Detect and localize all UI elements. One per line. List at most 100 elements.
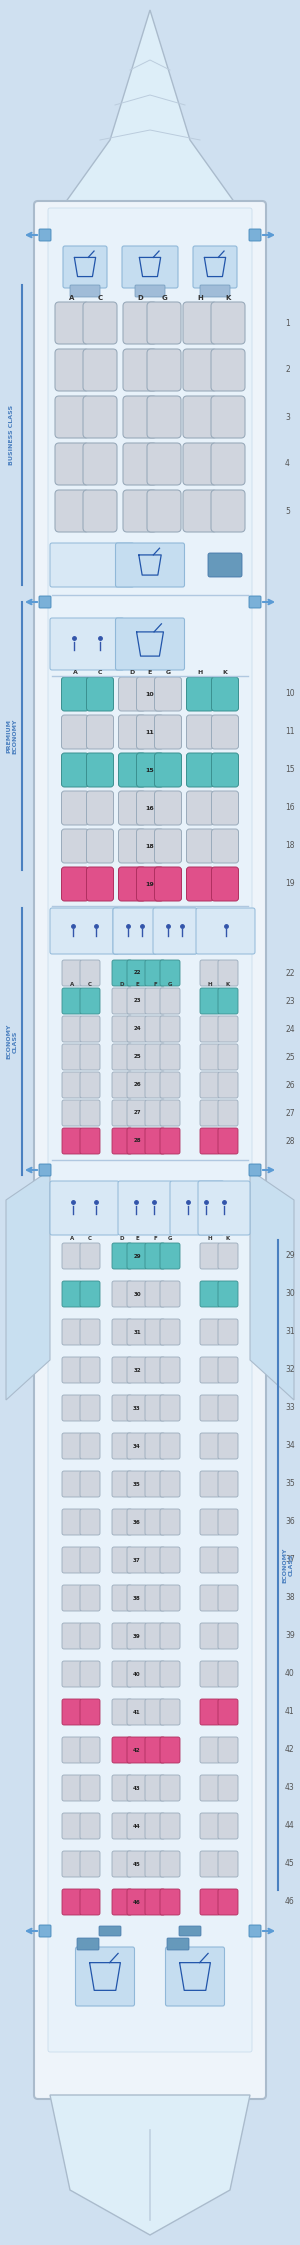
FancyBboxPatch shape [147, 348, 181, 391]
FancyBboxPatch shape [249, 229, 261, 240]
FancyBboxPatch shape [154, 714, 182, 750]
Text: 27: 27 [285, 1109, 295, 1118]
FancyBboxPatch shape [127, 1585, 147, 1612]
FancyBboxPatch shape [61, 790, 88, 824]
FancyBboxPatch shape [211, 395, 245, 438]
Text: 38: 38 [133, 1596, 141, 1601]
FancyBboxPatch shape [62, 1356, 82, 1383]
FancyBboxPatch shape [80, 1699, 100, 1724]
Text: 19: 19 [146, 882, 154, 887]
FancyBboxPatch shape [112, 1432, 132, 1459]
FancyBboxPatch shape [218, 988, 238, 1015]
FancyBboxPatch shape [160, 1244, 180, 1268]
FancyBboxPatch shape [76, 1946, 134, 2007]
FancyBboxPatch shape [212, 714, 239, 750]
FancyBboxPatch shape [112, 1888, 132, 1915]
Text: 32: 32 [133, 1367, 141, 1372]
FancyBboxPatch shape [112, 961, 132, 986]
FancyBboxPatch shape [112, 1509, 132, 1536]
FancyBboxPatch shape [160, 1432, 180, 1459]
FancyBboxPatch shape [123, 489, 157, 532]
FancyBboxPatch shape [112, 1814, 132, 1839]
FancyBboxPatch shape [83, 395, 117, 438]
FancyBboxPatch shape [145, 1699, 165, 1724]
FancyBboxPatch shape [112, 1699, 132, 1724]
Text: 39: 39 [285, 1632, 295, 1641]
FancyBboxPatch shape [55, 348, 89, 391]
FancyBboxPatch shape [112, 1282, 132, 1307]
FancyBboxPatch shape [62, 1244, 82, 1268]
FancyBboxPatch shape [200, 1776, 220, 1800]
Text: 36: 36 [285, 1518, 295, 1527]
FancyBboxPatch shape [198, 1181, 250, 1235]
FancyBboxPatch shape [77, 1937, 99, 1951]
FancyBboxPatch shape [208, 552, 242, 577]
Text: G: G [168, 1237, 172, 1241]
FancyBboxPatch shape [136, 714, 164, 750]
FancyBboxPatch shape [86, 714, 113, 750]
Text: 35: 35 [285, 1479, 295, 1488]
FancyBboxPatch shape [160, 1547, 180, 1574]
FancyBboxPatch shape [80, 1547, 100, 1574]
FancyBboxPatch shape [212, 790, 239, 824]
FancyBboxPatch shape [218, 1320, 238, 1345]
FancyBboxPatch shape [200, 1044, 220, 1071]
FancyBboxPatch shape [86, 678, 113, 712]
FancyBboxPatch shape [112, 1356, 132, 1383]
FancyBboxPatch shape [154, 867, 182, 900]
FancyBboxPatch shape [212, 828, 239, 862]
FancyBboxPatch shape [160, 1073, 180, 1098]
FancyBboxPatch shape [80, 1776, 100, 1800]
FancyBboxPatch shape [112, 1585, 132, 1612]
Text: 2: 2 [285, 366, 290, 375]
FancyBboxPatch shape [160, 961, 180, 986]
FancyBboxPatch shape [116, 543, 184, 586]
FancyBboxPatch shape [145, 1432, 165, 1459]
FancyBboxPatch shape [145, 1776, 165, 1800]
Text: 46: 46 [133, 1899, 141, 1904]
FancyBboxPatch shape [62, 1814, 82, 1839]
FancyBboxPatch shape [154, 828, 182, 862]
FancyBboxPatch shape [160, 1100, 180, 1127]
FancyBboxPatch shape [83, 489, 117, 532]
FancyBboxPatch shape [218, 1661, 238, 1686]
Text: G: G [165, 669, 171, 674]
FancyBboxPatch shape [80, 1585, 100, 1612]
Text: 18: 18 [285, 842, 295, 851]
FancyBboxPatch shape [160, 1127, 180, 1154]
FancyBboxPatch shape [154, 752, 182, 788]
FancyBboxPatch shape [218, 1623, 238, 1650]
Text: 10: 10 [285, 689, 295, 698]
FancyBboxPatch shape [218, 1044, 238, 1071]
FancyBboxPatch shape [218, 1017, 238, 1042]
Polygon shape [6, 1170, 50, 1401]
Text: 33: 33 [285, 1403, 295, 1412]
FancyBboxPatch shape [86, 790, 113, 824]
FancyBboxPatch shape [200, 1356, 220, 1383]
Text: 11: 11 [285, 727, 295, 736]
FancyBboxPatch shape [112, 1100, 132, 1127]
Polygon shape [60, 9, 240, 211]
FancyBboxPatch shape [218, 1127, 238, 1154]
Text: D: D [120, 1237, 124, 1241]
FancyBboxPatch shape [86, 752, 113, 788]
FancyBboxPatch shape [55, 442, 89, 485]
FancyBboxPatch shape [167, 1937, 189, 1951]
FancyBboxPatch shape [127, 1661, 147, 1686]
FancyBboxPatch shape [61, 714, 88, 750]
FancyBboxPatch shape [39, 595, 51, 608]
FancyBboxPatch shape [200, 1470, 220, 1497]
Text: A: A [69, 294, 75, 301]
Text: 35: 35 [133, 1482, 141, 1486]
FancyBboxPatch shape [200, 1432, 220, 1459]
FancyBboxPatch shape [80, 1509, 100, 1536]
FancyBboxPatch shape [218, 1100, 238, 1127]
FancyBboxPatch shape [136, 828, 164, 862]
Text: 31: 31 [133, 1329, 141, 1334]
FancyBboxPatch shape [200, 1394, 220, 1421]
FancyBboxPatch shape [62, 961, 82, 986]
FancyBboxPatch shape [249, 1924, 261, 1937]
FancyBboxPatch shape [145, 1073, 165, 1098]
FancyBboxPatch shape [211, 348, 245, 391]
FancyBboxPatch shape [122, 247, 178, 287]
